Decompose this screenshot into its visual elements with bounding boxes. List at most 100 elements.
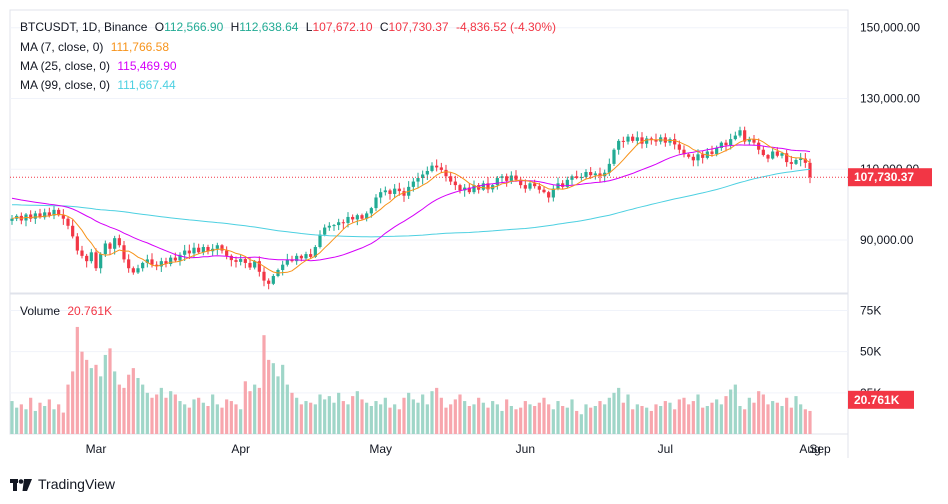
candle-body — [439, 167, 443, 170]
volume-bar — [388, 407, 392, 434]
ma99-legend[interactable]: MA (99, close, 0) 111,667.44 — [20, 78, 180, 92]
volume-bar — [626, 394, 630, 434]
ma7-label: MA (7, close, 0) — [20, 40, 104, 54]
candle-body — [323, 227, 327, 235]
volume-bar — [299, 404, 303, 434]
ma7-legend[interactable]: MA (7, close, 0) 111,766.58 — [20, 40, 173, 54]
candle-body — [47, 212, 51, 216]
volume-bar — [323, 399, 327, 434]
candle-body — [234, 260, 238, 262]
price-axis-label: 150,000.00 — [860, 21, 920, 35]
volume-bar — [192, 399, 196, 434]
volume-bar — [262, 335, 266, 434]
volume-bar — [486, 407, 490, 434]
volume-bar — [150, 397, 154, 434]
volume-bar — [276, 376, 280, 434]
branding-text: TradingView — [38, 476, 116, 492]
candle-body — [355, 215, 359, 220]
volume-bar — [145, 392, 149, 434]
candle-body — [332, 225, 336, 227]
candle-body — [738, 130, 742, 136]
candle-body — [775, 151, 779, 156]
volume-bar — [687, 404, 691, 434]
candle-body — [607, 163, 611, 173]
candle-body — [117, 238, 121, 246]
volume-bar — [705, 406, 709, 434]
candle-body — [346, 216, 350, 223]
last-price-badge — [848, 168, 932, 187]
candle-body — [299, 255, 303, 259]
candle-body — [486, 183, 490, 190]
candle-body — [785, 153, 789, 163]
candle-body — [295, 255, 299, 262]
volume-bar — [663, 401, 667, 434]
candle-body — [645, 138, 649, 144]
volume-bar — [10, 401, 14, 434]
volume-bar — [206, 406, 210, 434]
candle-body — [799, 158, 803, 160]
volume-bar — [607, 397, 611, 434]
volume-bar — [33, 410, 37, 434]
candle-body — [66, 218, 70, 226]
candle-body — [327, 225, 331, 228]
candle-body — [285, 259, 289, 265]
candle-body — [729, 139, 733, 146]
volume-bar — [239, 409, 243, 434]
volume-bar — [89, 368, 93, 434]
candle-body — [635, 137, 639, 141]
candle-body — [495, 178, 499, 186]
volume-bar — [598, 401, 602, 434]
price-chart[interactable]: 150,000.00130,000.00110,000.0090,000.007… — [0, 0, 948, 470]
volume-bar — [383, 397, 387, 434]
candle-body — [551, 188, 555, 198]
candle-body — [612, 149, 616, 164]
candle-body — [696, 154, 700, 161]
volume-bar — [691, 401, 695, 434]
candle-body — [253, 261, 257, 268]
volume-bar — [341, 401, 345, 434]
volume-bar — [640, 406, 644, 434]
candle-body — [103, 243, 107, 255]
price-axis-label: 130,000.00 — [860, 91, 920, 105]
candle-body — [710, 151, 714, 154]
tradingview-branding[interactable]: TradingView — [10, 476, 115, 492]
volume-bar — [416, 402, 420, 434]
candle-body — [33, 213, 37, 219]
volume-bar — [61, 412, 65, 434]
candle-body — [575, 176, 579, 179]
candle-body — [640, 137, 644, 144]
volume-bar — [444, 407, 448, 434]
volume-bar — [509, 406, 513, 434]
symbol-title: BTCUSDT, 1D, Binance — [20, 20, 148, 34]
candle-body — [374, 197, 378, 209]
volume-bar — [421, 394, 425, 434]
volume-bar — [248, 391, 252, 434]
volume-bar — [351, 396, 355, 434]
candle-body — [547, 192, 551, 198]
volume-bar — [85, 359, 89, 434]
candle-body — [402, 191, 406, 196]
volume-bar — [500, 410, 504, 434]
volume-legend[interactable]: Volume 20.761K — [20, 304, 116, 318]
symbol-legend: BTCUSDT, 1D, Binance O112,566.90 H112,63… — [20, 20, 560, 34]
volume-bar — [775, 402, 779, 434]
volume-bar — [724, 396, 728, 434]
volume-bar — [43, 406, 47, 434]
volume-bar — [169, 391, 173, 434]
candle-body — [449, 176, 453, 182]
ma25-legend[interactable]: MA (25, close, 0) 115,469.90 — [20, 59, 181, 73]
volume-bar — [19, 404, 23, 434]
volume-bar — [453, 399, 457, 434]
candle-body — [397, 188, 401, 192]
volume-bar — [15, 407, 19, 434]
volume-bar — [682, 397, 686, 434]
volume-bar — [668, 402, 672, 434]
volume-bar — [136, 378, 140, 434]
candle-body — [75, 236, 79, 251]
volume-bar — [677, 399, 681, 434]
open-label: O — [154, 20, 165, 34]
candle-body — [267, 280, 271, 284]
candle-body — [365, 213, 369, 219]
volume-bar — [131, 368, 135, 434]
